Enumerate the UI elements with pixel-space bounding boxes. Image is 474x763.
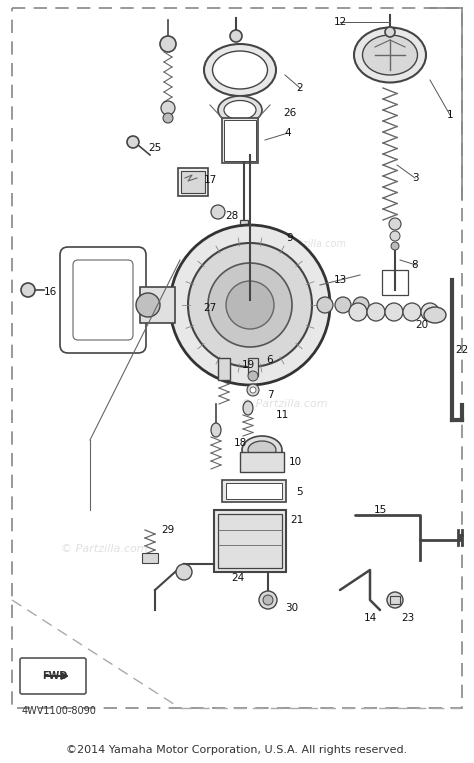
Text: 25: 25 <box>148 143 162 153</box>
Circle shape <box>421 303 439 321</box>
Text: 4WV1100-8090: 4WV1100-8090 <box>22 706 97 716</box>
Text: 11: 11 <box>275 410 289 420</box>
Text: 21: 21 <box>291 515 304 525</box>
Bar <box>222 480 286 502</box>
Text: FWD: FWD <box>42 671 67 681</box>
FancyBboxPatch shape <box>20 658 86 694</box>
Ellipse shape <box>424 307 446 323</box>
Circle shape <box>160 36 176 52</box>
Text: © Partzilla.com: © Partzilla.com <box>270 239 346 250</box>
Ellipse shape <box>224 101 256 120</box>
Bar <box>218 514 282 568</box>
Circle shape <box>385 303 403 321</box>
Text: © Partzilla.com: © Partzilla.com <box>241 399 328 410</box>
Text: 29: 29 <box>161 525 174 535</box>
Circle shape <box>163 113 173 123</box>
Circle shape <box>230 30 242 42</box>
Text: 6: 6 <box>267 355 273 365</box>
Circle shape <box>385 27 395 37</box>
Circle shape <box>403 303 421 321</box>
Circle shape <box>136 293 160 317</box>
Text: 4: 4 <box>285 128 292 138</box>
Circle shape <box>208 263 292 347</box>
Text: 27: 27 <box>203 303 217 313</box>
Text: 19: 19 <box>241 360 255 370</box>
Text: © Partzilla.com: © Partzilla.com <box>61 544 147 555</box>
Circle shape <box>247 384 259 396</box>
Text: 5: 5 <box>297 487 303 497</box>
Bar <box>224 120 256 161</box>
Circle shape <box>21 283 35 297</box>
Bar <box>240 220 248 240</box>
Circle shape <box>390 231 400 241</box>
Text: ©2014 Yamaha Motor Corporation, U.S.A. All rights reserved.: ©2014 Yamaha Motor Corporation, U.S.A. A… <box>66 745 408 755</box>
Text: 23: 23 <box>401 613 415 623</box>
Bar <box>214 510 286 572</box>
Ellipse shape <box>212 51 267 89</box>
Circle shape <box>176 564 192 580</box>
Circle shape <box>250 387 256 393</box>
Bar <box>218 358 230 380</box>
Text: 2: 2 <box>297 83 303 93</box>
Text: 10: 10 <box>289 457 301 467</box>
Text: 9: 9 <box>287 233 293 243</box>
Text: 1: 1 <box>447 110 453 120</box>
Bar <box>142 553 158 563</box>
Ellipse shape <box>204 44 276 96</box>
Text: 18: 18 <box>233 438 246 448</box>
Ellipse shape <box>363 35 418 75</box>
Bar <box>240 452 284 472</box>
Circle shape <box>248 371 258 381</box>
Text: 30: 30 <box>285 603 299 613</box>
Circle shape <box>161 101 175 115</box>
Circle shape <box>353 297 369 313</box>
Ellipse shape <box>354 27 426 82</box>
Text: 26: 26 <box>283 108 297 118</box>
Bar <box>226 483 282 499</box>
Text: 3: 3 <box>412 173 419 183</box>
Text: 24: 24 <box>231 573 245 583</box>
Ellipse shape <box>211 423 221 437</box>
Circle shape <box>387 592 403 608</box>
Text: 12: 12 <box>333 17 346 27</box>
Circle shape <box>391 242 399 250</box>
Circle shape <box>226 281 274 329</box>
Circle shape <box>349 303 367 321</box>
Circle shape <box>317 297 333 313</box>
Bar <box>382 270 408 295</box>
Ellipse shape <box>248 441 276 459</box>
Circle shape <box>259 591 277 609</box>
Circle shape <box>335 297 351 313</box>
Ellipse shape <box>242 436 282 464</box>
Circle shape <box>263 595 273 605</box>
Text: 22: 22 <box>456 345 469 355</box>
Bar <box>248 358 258 376</box>
Text: 7: 7 <box>267 390 273 400</box>
Circle shape <box>127 136 139 148</box>
Circle shape <box>170 225 330 385</box>
Text: 15: 15 <box>374 505 387 515</box>
Text: 16: 16 <box>44 287 56 297</box>
Text: 20: 20 <box>415 320 428 330</box>
Bar <box>390 596 400 604</box>
Circle shape <box>389 218 401 230</box>
Text: 28: 28 <box>225 211 238 221</box>
Text: 13: 13 <box>333 275 346 285</box>
Bar <box>222 118 258 163</box>
Bar <box>178 168 208 196</box>
Bar <box>181 171 205 193</box>
Text: 8: 8 <box>412 260 419 270</box>
Ellipse shape <box>243 401 253 415</box>
Text: 14: 14 <box>364 613 377 623</box>
Circle shape <box>211 205 225 219</box>
Bar <box>140 287 175 323</box>
Ellipse shape <box>218 96 262 124</box>
Circle shape <box>188 243 312 367</box>
Circle shape <box>367 303 385 321</box>
Text: 17: 17 <box>203 175 217 185</box>
